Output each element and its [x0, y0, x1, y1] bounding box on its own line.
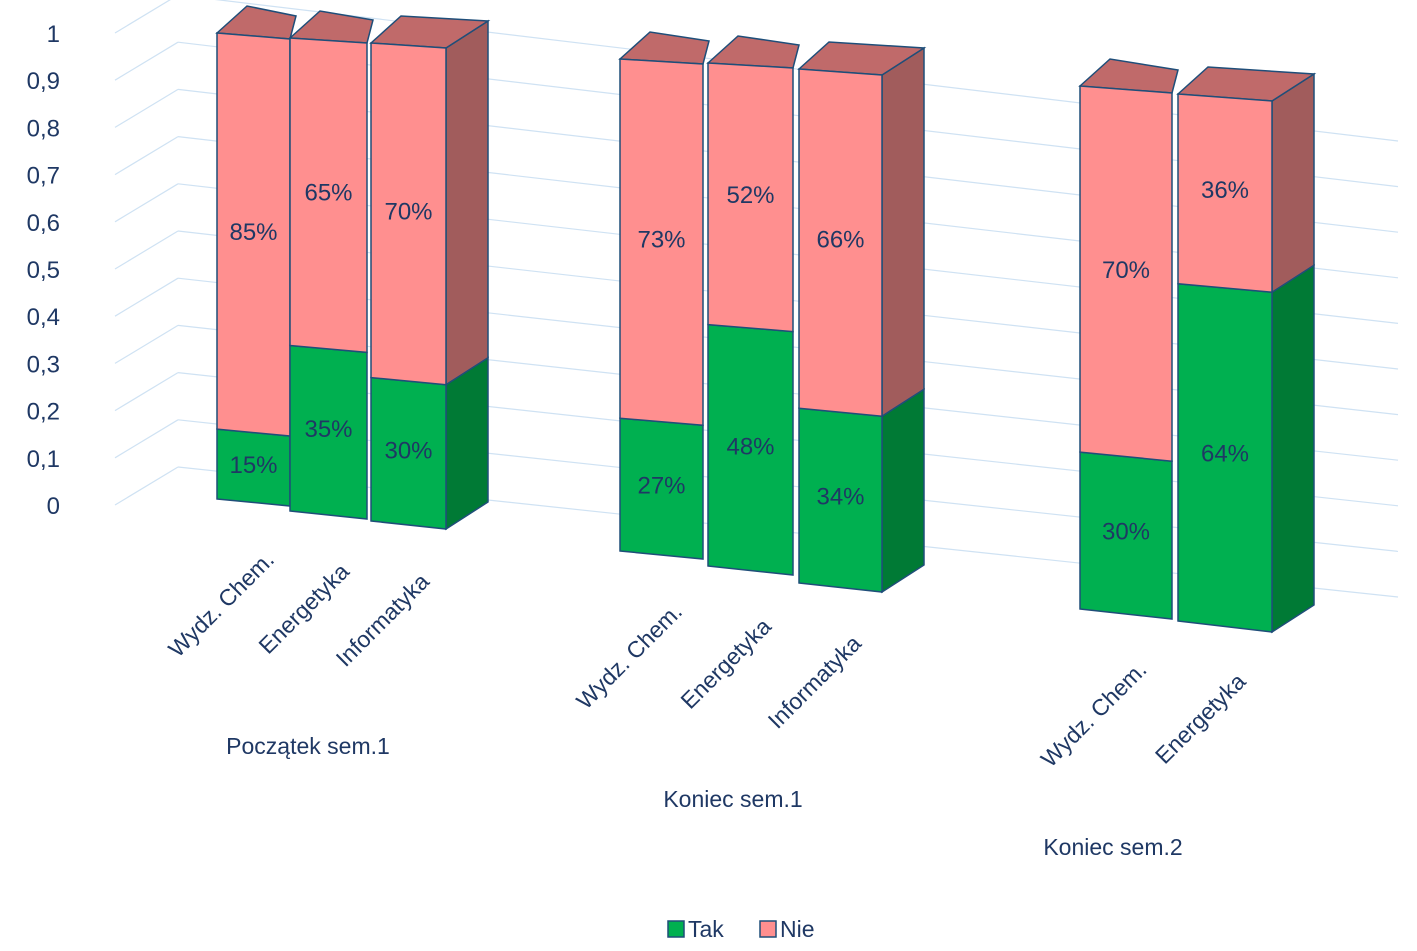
gridline-left	[114, 466, 179, 506]
y-tick-label: 1	[47, 21, 60, 48]
gridline-left	[114, 230, 179, 270]
bars: 15% 85% 35% 65% 30% 70% 27% 73% 48% 52% 34% 66% 30% 7…	[215, 5, 1317, 634]
y-tick-label: 0,2	[27, 399, 60, 426]
gridline-left	[114, 324, 179, 364]
data-label-nie: 73%	[637, 227, 685, 254]
y-tick-label: 0,8	[27, 115, 60, 142]
bar-nie	[289, 37, 368, 354]
gridline-left	[114, 419, 179, 459]
data-label-nie: 52%	[726, 182, 774, 209]
y-axis-tick-labels: 0 0,1 0,2 0,3 0,4 0,5 0,6 0,7 0,8 0,9 1	[27, 21, 60, 520]
data-label-tak: 30%	[384, 437, 432, 464]
y-tick-label: 0,7	[27, 163, 60, 190]
gridline-left	[114, 277, 179, 317]
bar-side-nie	[1271, 72, 1315, 294]
bar-side-nie	[881, 46, 925, 418]
data-label-nie: 65%	[304, 180, 352, 207]
y-tick-label: 0,1	[27, 446, 60, 473]
data-label-nie: 70%	[384, 198, 432, 225]
bar-nie	[370, 42, 447, 386]
gridline-left	[114, 88, 179, 128]
bar-side-tak	[881, 387, 925, 594]
data-label-nie: 85%	[229, 219, 277, 246]
bar-nie	[619, 58, 704, 427]
y-tick-label: 0,6	[27, 210, 60, 237]
group-label: Początek sem.1	[226, 733, 390, 759]
data-label-tak: 64%	[1201, 440, 1249, 467]
data-label-nie: 66%	[816, 227, 864, 254]
legend-swatch-tak	[667, 920, 685, 938]
group-label: Koniec sem.2	[1043, 834, 1182, 860]
gridline-left	[114, 372, 179, 412]
data-label-tak: 27%	[637, 473, 685, 500]
group-labels: Początek sem.1 Koniec sem.1 Koniec sem.2	[226, 733, 1183, 860]
category-label: Wydz. Chem.	[571, 598, 687, 714]
group-label: Koniec sem.1	[663, 786, 802, 812]
y-tick-label: 0,4	[27, 304, 60, 331]
bar-nie	[707, 62, 794, 333]
category-label: Informatyka	[763, 630, 866, 733]
category-label: Energetyka	[1150, 668, 1251, 769]
data-label-nie: 36%	[1201, 177, 1249, 204]
y-tick-label: 0	[47, 493, 60, 520]
bar-nie	[1177, 93, 1273, 294]
bar-nie	[798, 68, 883, 418]
category-label: Wydz. Chem.	[1036, 656, 1152, 772]
bar-side-tak	[445, 356, 489, 531]
data-label-tak: 15%	[229, 452, 277, 479]
gridline-left	[114, 183, 179, 223]
data-label-nie: 70%	[1102, 257, 1150, 284]
y-tick-label: 0,9	[27, 68, 60, 95]
gridline-left	[114, 136, 179, 176]
data-label-tak: 35%	[304, 416, 352, 443]
legend-swatch-nie	[759, 920, 777, 938]
data-label-tak: 30%	[1102, 519, 1150, 546]
legend: Tak Nie	[667, 916, 815, 942]
y-tick-label: 0,3	[27, 351, 60, 378]
y-tick-label: 0,5	[27, 257, 60, 284]
gridline-left	[114, 41, 179, 81]
legend-label: Nie	[780, 916, 815, 942]
bar-nie	[1079, 85, 1173, 463]
data-label-tak: 48%	[726, 433, 774, 460]
bar-side-tak	[1271, 263, 1315, 634]
bar-side-nie	[445, 19, 489, 387]
category-label: Energetyka	[675, 613, 776, 714]
data-label-tak: 34%	[816, 484, 864, 511]
gridline-left	[114, 0, 171, 34]
legend-label: Tak	[688, 916, 724, 942]
